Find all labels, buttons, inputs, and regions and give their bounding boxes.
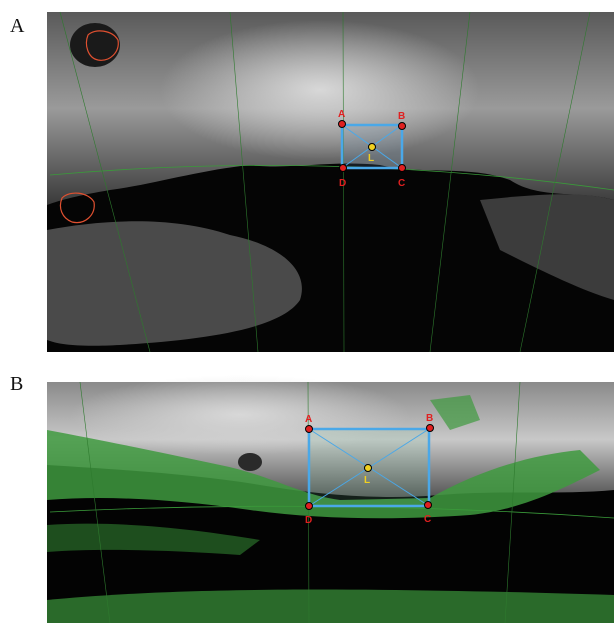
point-label: D (305, 515, 312, 526)
points-b: A B C D L (305, 413, 434, 526)
panel-label: B (10, 373, 23, 395)
point-label: C (424, 514, 431, 525)
panel-label: A (10, 15, 25, 37)
point-label: A (338, 109, 345, 120)
image-a (47, 11, 614, 353)
image-b (47, 375, 614, 623)
point-label: A (305, 414, 312, 425)
point-label: L (368, 153, 374, 164)
point-label: B (398, 111, 405, 122)
point-label: C (398, 178, 405, 189)
point-label: D (339, 178, 346, 189)
points-a: A B C D L (338, 109, 406, 189)
point-label: B (426, 413, 433, 424)
point-label: L (364, 475, 370, 486)
